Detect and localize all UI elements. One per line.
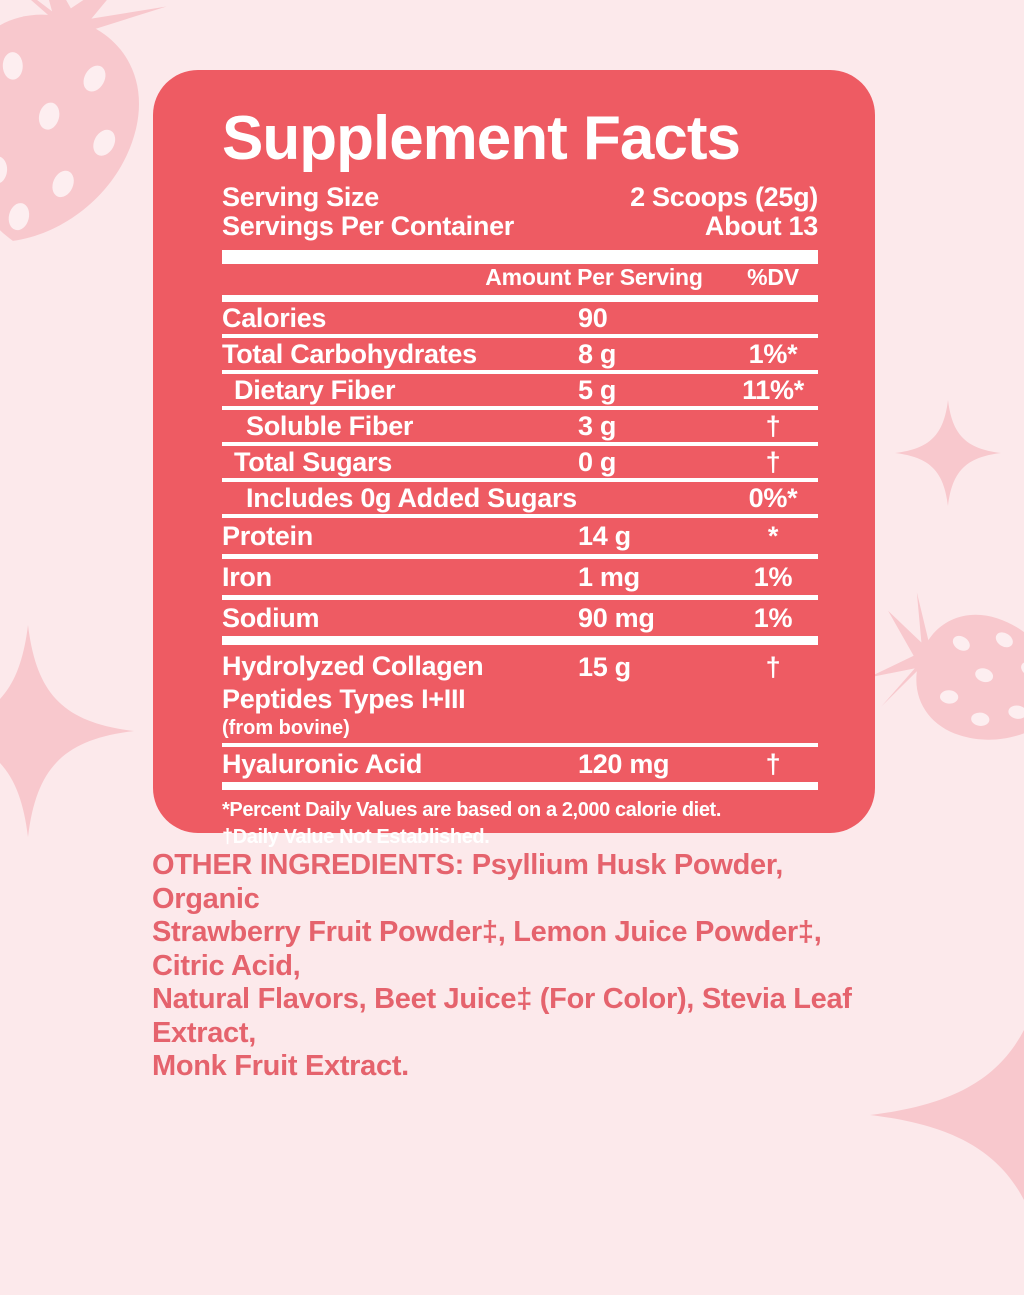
other-ingredients-line: Monk Fruit Extract. bbox=[152, 1050, 409, 1082]
servings-per-container-label: Servings Per Container bbox=[222, 211, 514, 241]
divider-thick bbox=[222, 250, 818, 264]
table-row-sodium: Sodium 90 mg 1% bbox=[222, 600, 818, 645]
row-label: Calories bbox=[222, 302, 327, 333]
other-ingredients-line: OTHER INGREDIENTS: Psyllium Husk Powder,… bbox=[152, 849, 783, 915]
row-label: Protein bbox=[222, 520, 313, 551]
row-label: Iron bbox=[222, 561, 272, 592]
table-row-dietary-fiber: Dietary Fiber 5 g 11%* bbox=[222, 374, 818, 410]
row-dv: * bbox=[767, 520, 779, 551]
row-label: Hyaluronic Acid bbox=[222, 749, 423, 779]
row-label: Sodium bbox=[222, 602, 320, 633]
row-dv: 1% bbox=[753, 602, 793, 633]
serving-info: Serving Size 2 Scoops (25g) Servings Per… bbox=[222, 183, 818, 241]
row-dv: 1%* bbox=[748, 338, 798, 369]
serving-size-value: 2 Scoops (25g) bbox=[630, 182, 818, 212]
row-label-note: (from bovine) bbox=[222, 717, 350, 739]
strawberry-icon bbox=[868, 592, 1024, 740]
page: { "colors": { "background": "#fce9eb", "… bbox=[0, 0, 1024, 1201]
column-headers: Amount Per Serving %DV bbox=[222, 264, 818, 295]
row-amount: 0 g bbox=[578, 446, 617, 477]
dv-column-header: %DV bbox=[747, 264, 799, 290]
row-amount: 3 g bbox=[578, 410, 617, 441]
row-label: Hydrolyzed Collagen Peptides Types I+III… bbox=[222, 650, 578, 740]
row-label-line: Hydrolyzed Collagen bbox=[222, 651, 484, 681]
row-label: Total Carbohydrates bbox=[222, 338, 477, 369]
divider-medium bbox=[222, 295, 818, 302]
table-row-total-sugars: Total Sugars 0 g † bbox=[222, 446, 818, 482]
table-row-added-sugars: Includes 0g Added Sugars 0%* bbox=[222, 482, 818, 518]
row-label: Includes 0g Added Sugars bbox=[246, 482, 577, 513]
other-ingredients-line: Natural Flavors, Beet Juice‡ (For Color)… bbox=[152, 983, 852, 1049]
table-row-hyaluronic-acid: Hyaluronic Acid 120 mg † bbox=[222, 747, 818, 790]
row-dv: † bbox=[765, 749, 781, 779]
footnote-dv-not-established: †Daily Value Not Established. bbox=[222, 826, 490, 848]
row-amount: 14 g bbox=[578, 520, 631, 551]
serving-size-label: Serving Size bbox=[222, 182, 379, 212]
sparkle-icon bbox=[895, 400, 1001, 506]
table-row-calories: Calories 90 bbox=[222, 302, 818, 338]
row-amount: 5 g bbox=[578, 374, 617, 405]
row-amount: 8 g bbox=[578, 338, 617, 369]
row-amount: 1 mg bbox=[578, 561, 640, 592]
other-ingredients: OTHER INGREDIENTS: Psyllium Husk Powder,… bbox=[152, 849, 897, 1084]
table-row-iron: Iron 1 mg 1% bbox=[222, 559, 818, 600]
footnotes: *Percent Daily Values are based on a 2,0… bbox=[222, 797, 818, 851]
table-row-hydrolyzed-collagen: Hydrolyzed Collagen Peptides Types I+III… bbox=[222, 645, 818, 747]
servings-per-container-row: Servings Per Container About 13 bbox=[222, 212, 818, 241]
footnote-daily-values: *Percent Daily Values are based on a 2,0… bbox=[222, 799, 721, 821]
table-row-protein: Protein 14 g * bbox=[222, 518, 818, 559]
row-dv: † bbox=[765, 446, 781, 477]
row-dv: 11%* bbox=[742, 374, 804, 405]
serving-size-row: Serving Size 2 Scoops (25g) bbox=[222, 183, 818, 212]
row-label: Soluble Fiber bbox=[246, 410, 414, 441]
row-amount: 90 bbox=[578, 302, 608, 333]
table-row-total-carbohydrates: Total Carbohydrates 8 g 1%* bbox=[222, 338, 818, 374]
table-row-soluble-fiber: Soluble Fiber 3 g † bbox=[222, 410, 818, 446]
servings-per-container-value: About 13 bbox=[704, 211, 818, 241]
row-dv: † bbox=[765, 652, 781, 682]
row-amount: 120 mg bbox=[578, 749, 670, 779]
supplement-facts-panel: Supplement Facts Serving Size 2 Scoops (… bbox=[153, 70, 875, 848]
row-label: Dietary Fiber bbox=[234, 374, 396, 405]
row-amount: 15 g bbox=[578, 652, 631, 682]
panel-title: Supplement Facts bbox=[222, 104, 741, 173]
row-dv: 1% bbox=[753, 561, 793, 592]
row-label: Total Sugars bbox=[234, 446, 392, 477]
row-amount: 90 mg bbox=[578, 602, 655, 633]
sparkle-icon bbox=[0, 625, 134, 837]
row-label-line: Peptides Types I+III bbox=[222, 684, 466, 714]
row-dv: † bbox=[765, 410, 781, 441]
row-dv: 0%* bbox=[748, 482, 798, 513]
other-ingredients-line: Strawberry Fruit Powder‡, Lemon Juice Po… bbox=[152, 916, 822, 982]
amount-column-header: Amount Per Serving bbox=[485, 264, 703, 290]
